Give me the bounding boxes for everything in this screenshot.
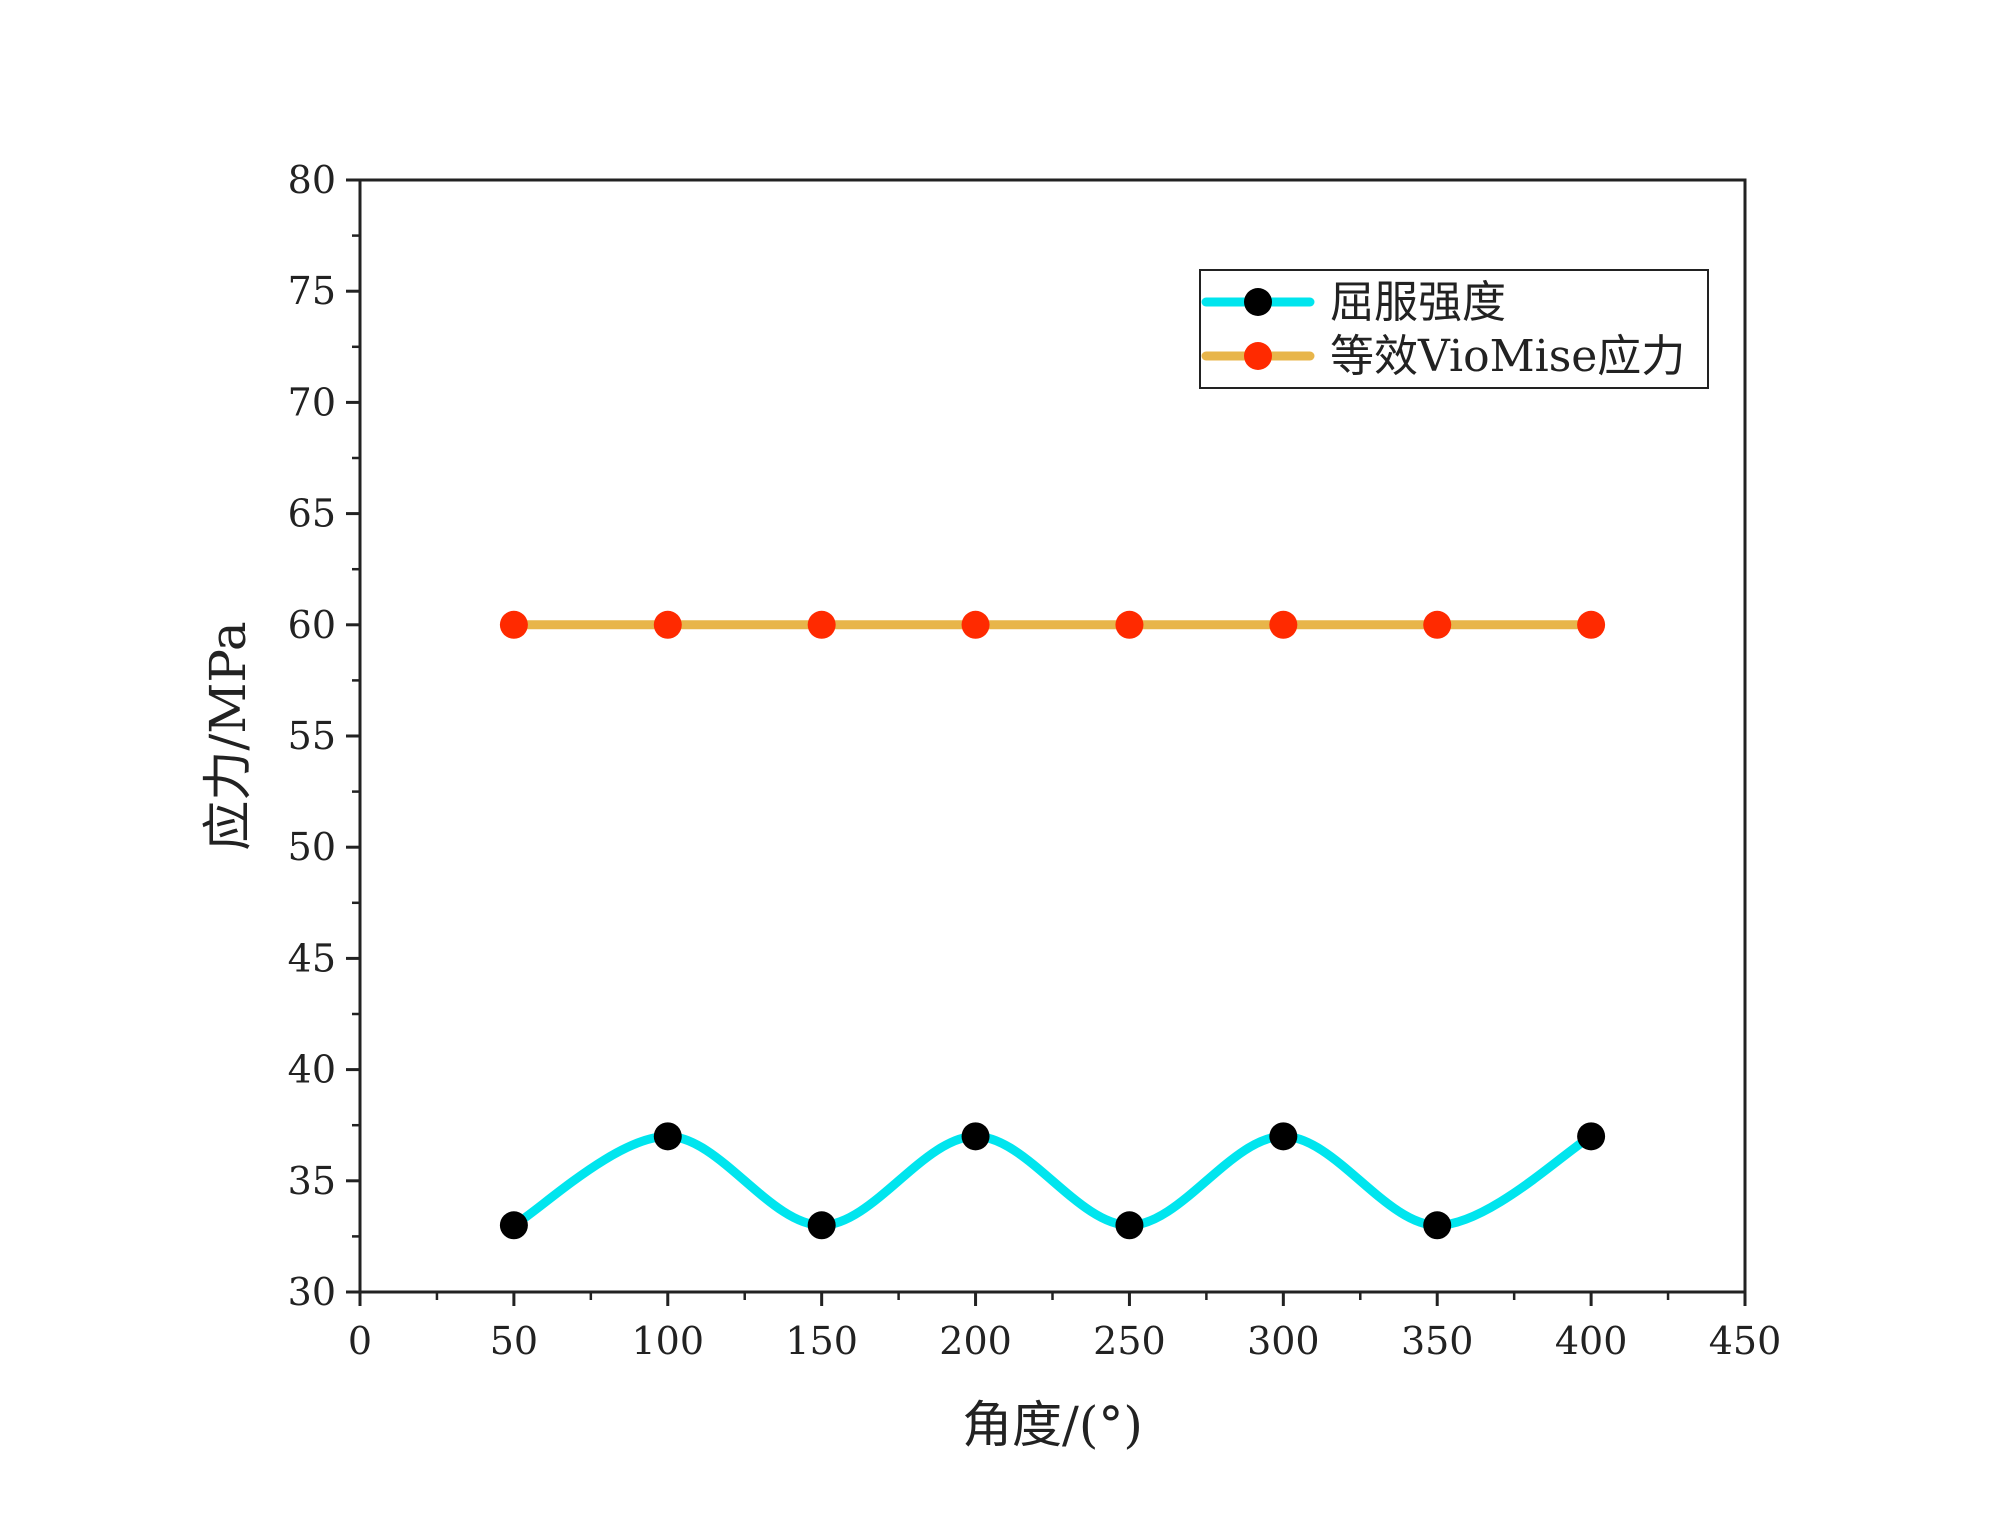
- data-point-yield-strength: [807, 1211, 836, 1240]
- data-point-equivalent-stress: [1423, 610, 1452, 639]
- y-tick-label: 55: [288, 714, 336, 758]
- x-tick-label: 300: [1247, 1319, 1320, 1363]
- y-tick-label: 80: [288, 158, 336, 202]
- legend-label-yield-strength: 屈服强度: [1330, 277, 1506, 328]
- x-tick-label: 450: [1709, 1319, 1782, 1363]
- data-point-yield-strength: [499, 1211, 528, 1240]
- data-point-equivalent-stress: [807, 610, 836, 639]
- legend-label-equivalent-stress: 等效VioMise应力: [1330, 331, 1685, 382]
- x-tick-label: 100: [632, 1319, 705, 1363]
- data-point-equivalent-stress: [653, 610, 682, 639]
- x-tick-label: 50: [490, 1319, 538, 1363]
- x-tick-label: 200: [939, 1319, 1012, 1363]
- legend-box: [1199, 269, 1709, 389]
- data-point-equivalent-stress: [961, 610, 990, 639]
- y-tick-label: 30: [288, 1270, 336, 1314]
- data-point-equivalent-stress: [1115, 610, 1144, 639]
- data-point-equivalent-stress: [499, 610, 528, 639]
- data-point-yield-strength: [1577, 1122, 1606, 1151]
- data-point-yield-strength: [1423, 1211, 1452, 1240]
- x-tick-label: 250: [1093, 1319, 1166, 1363]
- y-tick-label: 35: [288, 1159, 336, 1203]
- y-tick-label: 45: [288, 936, 336, 980]
- data-point-equivalent-stress: [1577, 610, 1606, 639]
- x-tick-label: 150: [785, 1319, 858, 1363]
- y-axis-title: 应力/MPa: [199, 621, 257, 850]
- series-line-yield-strength: [509, 1131, 1596, 1230]
- series-layer: [499, 610, 1606, 1240]
- y-tick-label: 65: [288, 492, 336, 536]
- legend: 屈服强度 等效VioMise应力: [1199, 269, 1709, 389]
- data-point-yield-strength: [1115, 1211, 1144, 1240]
- data-point-equivalent-stress: [1269, 610, 1298, 639]
- y-tick-label: 75: [288, 269, 336, 313]
- y-tick-label: 70: [288, 380, 336, 424]
- y-tick-label: 60: [288, 603, 336, 647]
- ticks-layer: [346, 178, 1747, 1306]
- y-tick-label: 40: [288, 1048, 336, 1092]
- legend-marker-yield-strength: [1244, 288, 1272, 316]
- data-point-yield-strength: [1269, 1122, 1298, 1151]
- tick-labels-layer: 0 50 100 150 200 250 300 350 400 450 30 35 40 45 50 55 6…: [288, 158, 1782, 1363]
- x-tick-label: 400: [1555, 1319, 1628, 1363]
- data-point-yield-strength: [961, 1122, 990, 1151]
- y-tick-label: 50: [288, 825, 336, 869]
- data-point-yield-strength: [653, 1122, 682, 1151]
- x-tick-label: 350: [1401, 1319, 1474, 1363]
- legend-marker-equivalent-stress: [1244, 342, 1272, 370]
- x-tick-label: 0: [348, 1319, 372, 1363]
- x-axis-title: 角度/(°): [962, 1396, 1143, 1454]
